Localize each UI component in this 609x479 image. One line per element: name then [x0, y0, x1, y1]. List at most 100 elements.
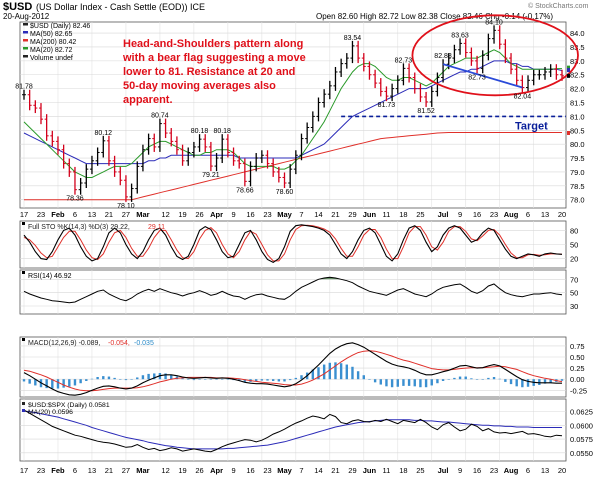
panel-frame-4	[19, 398, 567, 462]
macd-histogram-bar	[447, 379, 450, 380]
price-label: 79.21	[202, 172, 220, 179]
macd-histogram-bar	[113, 377, 116, 380]
macd-histogram-bar	[515, 379, 518, 387]
x-tick-label-top: May	[277, 210, 292, 219]
macd-histogram-bar	[396, 379, 399, 387]
x-tick-label-bottom: 16	[473, 466, 481, 475]
y-tick-label: 79.5	[570, 154, 585, 163]
price-label: 82.88	[434, 53, 452, 60]
y-tick-label: 80	[570, 226, 578, 235]
price-label: 83.54	[344, 35, 362, 42]
ratio-line	[23, 409, 563, 453]
legend-swatch	[22, 409, 25, 412]
y-tick-label: 82.5	[570, 71, 585, 80]
macd-histogram-bar	[339, 363, 343, 380]
x-tick-label-bottom: 6	[526, 466, 530, 475]
y-tick-label: 50	[570, 289, 578, 298]
macd-histogram-bar	[481, 379, 484, 380]
ma50-line	[23, 60, 563, 165]
annotation-text: lower to 81. Resistance at 20 and	[123, 66, 295, 78]
y-tick-label: 82.0	[570, 85, 585, 94]
price-label: 81.52	[417, 108, 435, 115]
macd-histogram-bar	[260, 379, 264, 381]
macd-histogram-bar	[413, 379, 416, 387]
y-tick-label: 30	[570, 302, 578, 311]
macd-histogram-bar	[62, 379, 65, 388]
macd-histogram-bar	[141, 375, 145, 380]
value-tag	[567, 130, 570, 135]
y-tick-label: 0.00	[570, 375, 585, 384]
x-tick-label-top: 7	[299, 210, 303, 219]
sto-k-line	[23, 224, 563, 264]
y-tick-label: 20	[570, 255, 578, 264]
macd-histogram-bar	[317, 367, 320, 380]
price-label: 78.36	[66, 196, 84, 203]
x-tick-label-top: 29	[348, 210, 356, 219]
x-tick-label-top: 21	[331, 210, 339, 219]
ohlc-readout: Open 82.60 High 82.72 Low 82.38 Close 82…	[316, 12, 553, 21]
x-tick-label-bottom: 17	[20, 466, 28, 475]
x-tick-label-top: 26	[195, 210, 203, 219]
x-tick-label-bottom: Jul	[438, 466, 449, 475]
macd-histogram-bar	[119, 379, 122, 380]
x-tick-label-top: 20	[558, 210, 566, 219]
x-tick-label-bottom: 6	[73, 466, 77, 475]
x-tick-label-top: 14	[314, 210, 322, 219]
macd-histogram-bar	[85, 379, 88, 381]
price-label: 80.12	[95, 130, 113, 137]
macd-histogram-bar	[470, 378, 473, 380]
macd-histogram-bar	[294, 377, 298, 380]
macd-histogram-bar	[181, 378, 184, 380]
x-tick-label-bottom: 23	[37, 466, 45, 475]
x-tick-label-top: 18	[399, 210, 407, 219]
x-tick-label-bottom: 7	[299, 466, 303, 475]
macd-histogram-bar	[22, 379, 26, 382]
x-tick-label-bottom: 25	[416, 466, 424, 475]
x-tick-label-bottom: 23	[263, 466, 271, 475]
x-tick-label-top: 17	[20, 210, 28, 219]
macd-histogram-bar	[419, 379, 422, 388]
x-tick-label-bottom: 12	[161, 466, 169, 475]
x-tick-label-top: 6	[73, 210, 77, 219]
legend-swatch	[23, 47, 28, 50]
y-tick-label: 0.0625	[570, 408, 593, 417]
x-tick-label-top: 13	[88, 210, 96, 219]
ratio-legend: $USD:$SPX (Daily) 0.0581	[28, 402, 110, 409]
price-label: 78.60	[276, 189, 294, 196]
x-tick-label-bottom: 13	[88, 466, 96, 475]
price-label: 80.74	[151, 113, 169, 120]
price-label: 80.18	[213, 128, 231, 135]
x-tick-label-bottom: Apr	[210, 466, 223, 475]
macd-histogram-bar	[226, 379, 230, 380]
x-tick-label-bottom: Jun	[363, 466, 377, 475]
x-tick-label-top: 23	[490, 210, 498, 219]
x-tick-label-top: 23	[263, 210, 271, 219]
x-tick-label-top: 16	[246, 210, 254, 219]
ma20-line	[23, 49, 562, 178]
macd-histogram-bar	[277, 379, 281, 382]
macd-histogram-bar	[436, 379, 439, 384]
macd-legend: -0.054,	[108, 340, 130, 347]
macd-histogram-bar	[254, 379, 258, 382]
legend-entry: MA(50) 82.65	[30, 31, 73, 38]
y-tick-label: 78.0	[570, 196, 585, 205]
y-tick-label: 0.75	[570, 342, 585, 351]
panel-frame-2	[19, 269, 567, 315]
macd-histogram-bar	[538, 379, 541, 385]
x-tick-label-bottom: 21	[331, 466, 339, 475]
x-tick-label-bottom: 21	[105, 466, 113, 475]
macd-histogram-bar	[453, 377, 456, 380]
price-label: 82.04	[514, 94, 532, 101]
macd-histogram-bar	[221, 379, 224, 380]
macd-histogram-bar	[464, 376, 467, 380]
x-tick-label-bottom: Mar	[136, 466, 149, 475]
annotation-text: 50-day moving averages also	[123, 80, 276, 92]
macd-histogram-bar	[68, 379, 71, 387]
macd-histogram-bar	[209, 379, 213, 380]
x-tick-label-bottom: 19	[178, 466, 186, 475]
annotation-text: with a bear flag suggesting a move	[122, 52, 306, 64]
macd-histogram-bar	[441, 379, 445, 381]
macd-histogram-bar	[549, 379, 552, 383]
x-tick-label-bottom: 27	[122, 466, 130, 475]
